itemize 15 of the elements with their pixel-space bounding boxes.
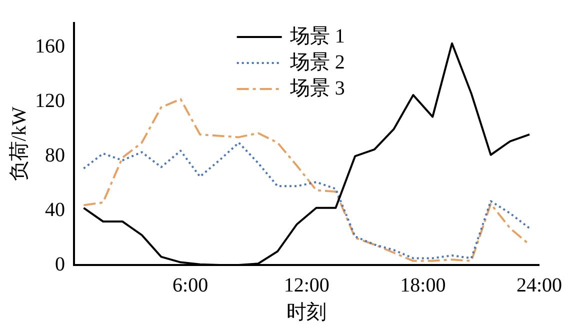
line-series [82, 142, 531, 260]
y-axis-title: 负荷/kW [8, 106, 30, 182]
x-tick-label: 12:00 [284, 274, 330, 296]
legend-label: 场景 1 [288, 25, 345, 48]
y-tick-label: 40 [45, 198, 65, 221]
y-tick-label: 120 [35, 90, 65, 112]
x-tick-label: 18:00 [400, 274, 446, 296]
x-tick-label: 6:00 [172, 274, 208, 296]
legend-label: 场景 2 [288, 51, 345, 74]
y-tick-label: 160 [35, 36, 65, 58]
legend-label: 场景 3 [288, 77, 345, 100]
y-tick-label: 80 [45, 144, 65, 166]
y-tick-label: 0 [55, 253, 65, 276]
x-tick-label: 24:00 [516, 274, 562, 296]
x-axis-title: 时刻 [286, 301, 327, 324]
